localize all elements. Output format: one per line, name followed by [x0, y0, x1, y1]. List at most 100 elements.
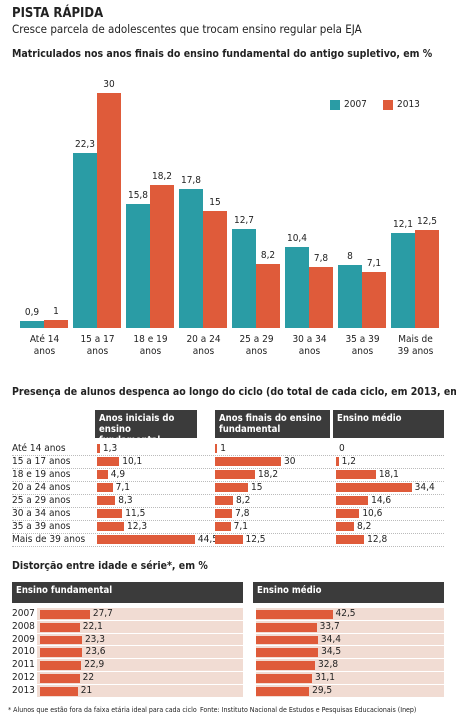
- bar: [215, 522, 231, 531]
- row-background: [37, 633, 243, 646]
- value-label: 44,5: [197, 534, 218, 545]
- bar: [203, 210, 227, 328]
- row-background: [256, 620, 444, 633]
- bar: [232, 228, 256, 328]
- row-background: [37, 659, 243, 671]
- value-label: 23,6: [85, 646, 106, 658]
- chart-title: Distorção entre idade e série*, em %: [12, 560, 208, 572]
- value-label: 12,3: [127, 521, 148, 532]
- legend-label: 2013: [397, 99, 420, 110]
- x-tick-label: Até 14 anos: [29, 334, 60, 357]
- value-label: 10,1: [122, 456, 143, 467]
- bar: [73, 153, 97, 328]
- row-label: 18 e 19 anos: [12, 469, 71, 480]
- bar: [256, 263, 280, 328]
- row-background: [256, 659, 444, 671]
- value-label: 42,5: [335, 608, 356, 619]
- value-label: 7,8: [235, 508, 250, 519]
- row-background: [256, 633, 444, 646]
- bar: [215, 457, 281, 466]
- value-label: 7,1: [366, 258, 382, 270]
- bar: [40, 622, 80, 632]
- row-label: 2013: [12, 684, 35, 696]
- value-label: 10,4: [286, 232, 308, 244]
- bar: [336, 483, 412, 492]
- value-label: 1,2: [341, 456, 356, 467]
- value-label: 4,9: [110, 469, 126, 480]
- value-label: 22,9: [84, 659, 105, 671]
- bar: [336, 522, 355, 531]
- value-label: 7,1: [233, 521, 248, 532]
- bar: [97, 509, 123, 518]
- value-label: 11,5: [125, 508, 146, 519]
- bar: [256, 686, 310, 696]
- bar: [256, 622, 317, 632]
- value-label: 12,8: [367, 534, 388, 545]
- bar: [150, 185, 174, 328]
- row-label: 2011: [12, 659, 35, 671]
- bar: [97, 522, 125, 531]
- row-label: 2012: [12, 672, 35, 683]
- value-label: 1,3: [102, 443, 118, 454]
- column-header: Anos iniciais do ensino fundamental: [95, 410, 197, 446]
- column-header: Ensino médio: [253, 582, 444, 603]
- bar: [256, 648, 319, 658]
- bar: [256, 674, 312, 683]
- bar: [336, 509, 360, 518]
- title: PISTA RÁPIDA: [12, 6, 104, 21]
- value-label: 8,2: [357, 521, 372, 532]
- row-label: 2009: [12, 633, 35, 645]
- chart-title: Matriculados nos anos finais do ensino f…: [12, 48, 433, 60]
- x-tick-label: 18 e 19 anos: [133, 334, 168, 357]
- bar: [97, 470, 108, 479]
- value-label: 29,5: [312, 684, 333, 696]
- value-label: 8,2: [260, 249, 276, 261]
- value-label: 8,2: [236, 495, 251, 506]
- value-label: 18,2: [258, 469, 279, 480]
- row-background: [256, 684, 444, 697]
- bar: [215, 535, 243, 544]
- value-label: 33,7: [319, 620, 340, 632]
- row-separator: [12, 520, 444, 521]
- bar: [256, 610, 333, 619]
- value-label: 32,8: [318, 659, 339, 671]
- value-label: 34,4: [414, 482, 435, 493]
- value-label: 30: [103, 79, 115, 91]
- value-label: 12,5: [245, 534, 266, 545]
- value-label: 1: [53, 306, 59, 318]
- value-label: 15: [251, 482, 263, 493]
- value-label: 21: [80, 684, 93, 696]
- row-separator: [12, 481, 444, 482]
- row-background: [256, 646, 444, 659]
- column-header: Anos finais do ensino fundamental: [215, 410, 330, 438]
- value-label: 0,9: [24, 306, 40, 318]
- bar: [126, 204, 150, 328]
- x-tick-label: 15 a 17 anos: [80, 334, 115, 357]
- row-label: 25 a 29 anos: [12, 495, 71, 506]
- bar: [97, 496, 116, 505]
- bar: [97, 444, 100, 453]
- bar: [256, 635, 318, 645]
- value-label: 12,5: [416, 216, 438, 228]
- row-label: Mais de 39 anos: [12, 534, 86, 545]
- bar: [415, 230, 439, 328]
- row-background: [256, 672, 444, 684]
- bar: [97, 457, 120, 466]
- value-label: 7,8: [313, 252, 329, 264]
- value-label: 34,4: [320, 633, 341, 645]
- row-label: 2010: [12, 646, 35, 658]
- row-separator: [12, 468, 444, 469]
- row-label: 20 a 24 anos: [12, 482, 71, 493]
- bar: [40, 674, 80, 683]
- source: Fonte: Instituto Nacional de Estudos e P…: [200, 706, 417, 714]
- row-label: 2007: [12, 608, 35, 619]
- value-label: 8: [347, 251, 353, 263]
- x-tick-label: 20 a 24 anos: [186, 334, 221, 357]
- value-label: 12,1: [392, 219, 414, 231]
- row-label: Até 14 anos: [12, 443, 66, 454]
- value-label: 22: [82, 672, 95, 683]
- bar: [215, 470, 256, 479]
- subtitle: Cresce parcela de adolescentes que troca…: [12, 22, 362, 36]
- bar: [362, 272, 386, 328]
